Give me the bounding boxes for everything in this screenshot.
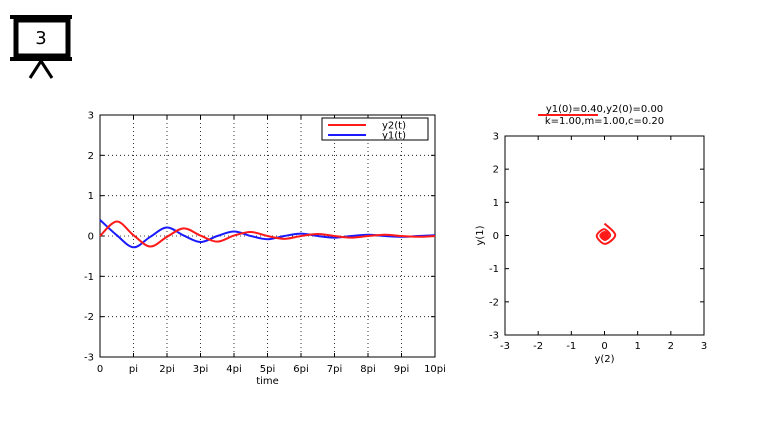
x-tick-label: 3pi xyxy=(193,364,209,375)
x-tick-label: 0 xyxy=(97,364,103,375)
y-tick-label: 2 xyxy=(88,151,94,162)
phase-x-axis-label: y(2) xyxy=(594,354,614,365)
board-leg-left xyxy=(28,60,43,79)
phase-x-tick-label: 1 xyxy=(634,341,640,352)
slide-number: 3 xyxy=(35,28,47,49)
y-tick-label: -1 xyxy=(84,272,94,283)
phase-y-tick-label: 3 xyxy=(493,132,499,143)
phase-x-tick-label: -1 xyxy=(566,341,576,352)
legend-label: y2(t) xyxy=(382,121,406,132)
phase-y-tick-label: 2 xyxy=(493,165,499,176)
board-frame xyxy=(13,17,71,59)
y-tick-label: -3 xyxy=(84,353,94,364)
phase-y-tick-label: -1 xyxy=(489,264,499,275)
x-tick-label: 4pi xyxy=(226,364,242,375)
phase-y-tick-label: 0 xyxy=(493,231,499,242)
phase-y-tick-label: -3 xyxy=(489,331,499,342)
legend-label: y1(t) xyxy=(382,131,406,142)
phase-x-tick-label: -2 xyxy=(533,341,543,352)
x-tick-label: 2pi xyxy=(159,364,175,375)
x-tick-label: 5pi xyxy=(260,364,276,375)
legend-box xyxy=(321,117,429,141)
phase-current-point xyxy=(600,231,609,240)
x-axis-label: time xyxy=(256,376,279,387)
phase-y-tick-label: 1 xyxy=(493,198,499,209)
y-tick-label: 0 xyxy=(88,232,94,243)
phase-title-line2: k=1.00,m=1.00,c=0.20 xyxy=(545,116,664,127)
x-tick-label: pi xyxy=(129,364,138,375)
phase-x-tick-label: 2 xyxy=(668,341,674,352)
board-bottom-bar xyxy=(10,57,72,61)
presentation-board-icon xyxy=(10,15,72,79)
phase-x-tick-label: 3 xyxy=(701,341,707,352)
y-tick-label: -2 xyxy=(84,312,94,323)
board-leg-right xyxy=(39,60,54,79)
y-tick-label: 1 xyxy=(88,191,94,202)
y-tick-label: 3 xyxy=(88,111,94,122)
x-tick-label: 8pi xyxy=(360,364,376,375)
phase-title-line1: y1(0)=0.40,y2(0)=0.00 xyxy=(546,104,663,115)
x-tick-label: 10pi xyxy=(424,364,446,375)
x-tick-label: 9pi xyxy=(394,364,410,375)
phase-x-tick-label: 0 xyxy=(601,341,607,352)
phase-y-tick-label: -2 xyxy=(489,297,499,308)
phase-y-axis-label: y(1) xyxy=(475,225,486,245)
phase-x-tick-label: -3 xyxy=(500,341,510,352)
board-top-bar xyxy=(10,15,72,19)
x-tick-label: 7pi xyxy=(327,364,343,375)
x-tick-label: 6pi xyxy=(293,364,309,375)
series-line-y2t xyxy=(99,220,436,248)
